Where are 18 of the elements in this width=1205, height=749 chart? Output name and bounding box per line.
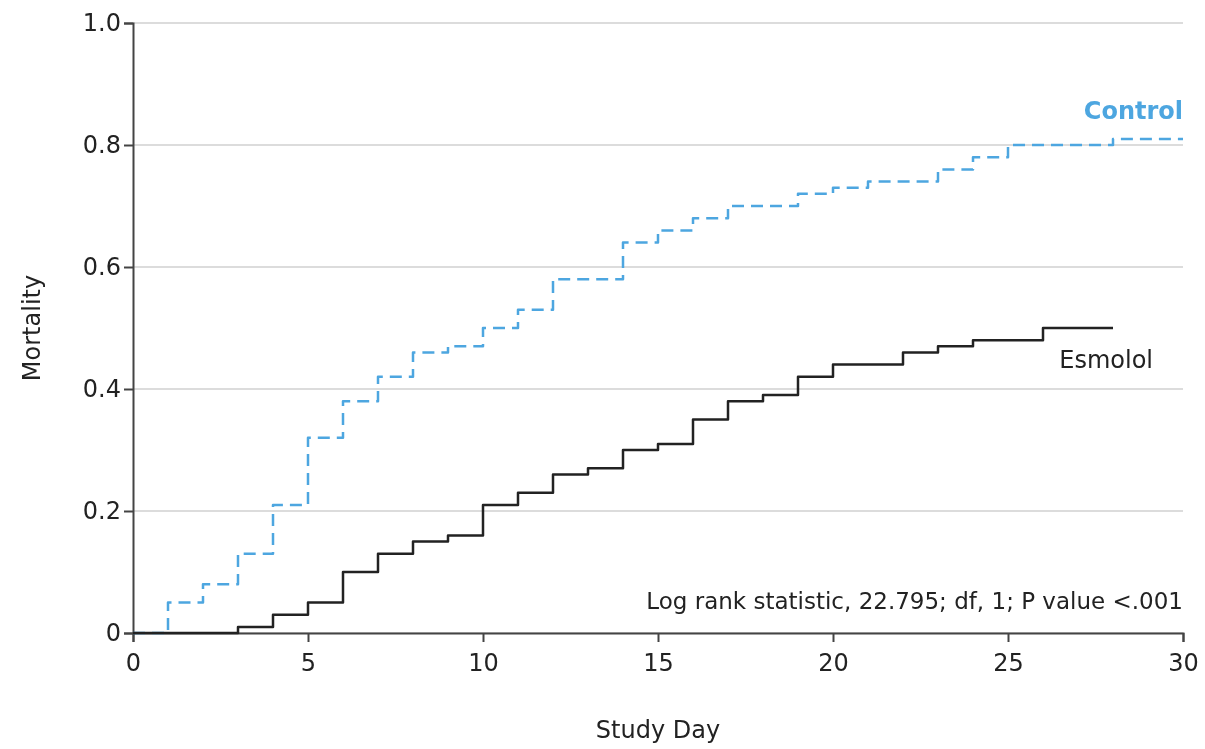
y-tick-label: 1.0 (82, 9, 121, 38)
x-axis-title: Study Day (595, 716, 721, 744)
x-tick-label: 25 (993, 649, 1024, 678)
y-tick-label: 0.4 (82, 375, 121, 404)
y-tick-label: 0.6 (82, 253, 121, 282)
y-tick-label: 0.2 (82, 497, 121, 526)
y-axis-title: Mortality (18, 274, 46, 382)
x-tick-label: 15 (643, 649, 674, 678)
x-tick-label: 0 (125, 649, 142, 678)
y-tick-label: 0 (105, 619, 121, 648)
x-tick-label: 30 (1168, 649, 1199, 678)
x-tick-label: 20 (818, 649, 849, 678)
y-tick-label: 0.8 (82, 131, 121, 160)
x-tick-label: 10 (468, 649, 499, 678)
annotation: Log rank statistic, 22.795; df, 1; P value <.001 (646, 588, 1183, 614)
series-label: Esmolol (1059, 346, 1153, 374)
x-tick-label: 5 (300, 649, 317, 678)
series-label: Control (1083, 96, 1183, 125)
